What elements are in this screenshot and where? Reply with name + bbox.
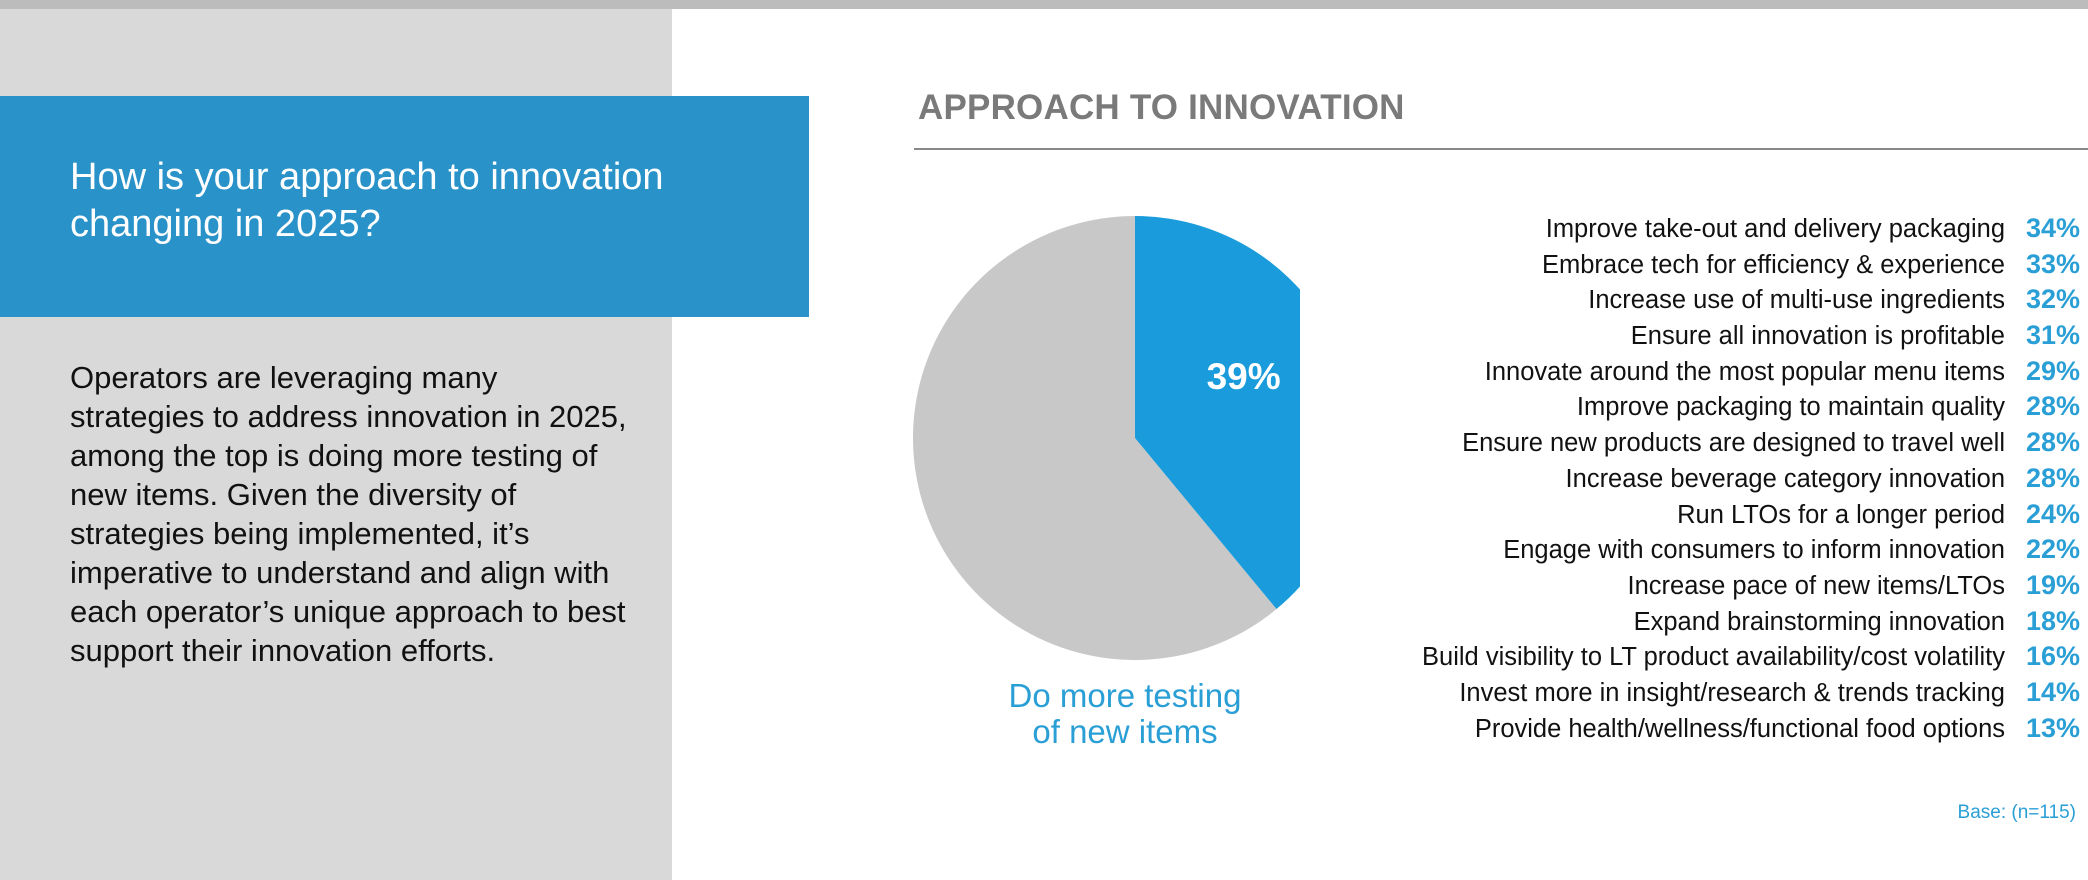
strategy-label: Expand brainstorming innovation [1633, 607, 2005, 636]
strategy-value: 33% [2025, 248, 2080, 279]
strategy-row: Ensure all innovation is profitable 31% [1200, 320, 2080, 356]
base-note: Base: (n=115) [1957, 802, 2076, 823]
strategy-value: 29% [2025, 355, 2080, 386]
strategy-value: 31% [2025, 320, 2080, 351]
strategy-row: Provide health/wellness/functional food … [1200, 713, 2080, 749]
strategy-row: Improve take-out and delivery packaging 3… [1200, 213, 2080, 249]
strategy-label: Increase pace of new items/LTOs [1627, 571, 2005, 600]
strategy-value: 28% [2025, 391, 2080, 422]
strategy-row: Innovate around the most popular menu it… [1200, 356, 2080, 392]
strategy-row: Embrace tech for efficiency & experience… [1200, 249, 2080, 285]
strategy-row: Expand brainstorming innovation 18% [1200, 606, 2080, 642]
strategy-row: Engage with consumers to inform innovati… [1200, 534, 2080, 570]
strategy-value: 34% [2025, 213, 2080, 243]
pie-slice-testing [1135, 216, 1300, 610]
strategy-label: Engage with consumers to inform innovati… [1503, 536, 2005, 565]
strategy-row: Ensure new products are designed to trav… [1200, 427, 2080, 463]
strategy-row: Increase beverage category innovation 28% [1200, 463, 2080, 499]
strategy-value: 18% [2025, 605, 2080, 636]
strategy-value: 13% [2025, 712, 2080, 743]
title-divider [914, 148, 2088, 150]
question-box: How is your approach to innovation chang… [0, 96, 809, 317]
strategy-label: Provide health/wellness/functional food … [1474, 714, 2005, 743]
strategy-label: Invest more in insight/research & trends… [1459, 678, 2005, 707]
strategy-label: Build visibility to LT product availabil… [1422, 643, 2005, 672]
pie-caption-line-2: of new items [1032, 713, 1218, 750]
pie-slice-other [913, 216, 1277, 660]
strategy-row: Invest more in insight/research & trends… [1200, 677, 2080, 713]
pie-caption: Do more testing of new items [930, 678, 1320, 750]
strategy-row: Improve packaging to maintain quality 28% [1200, 391, 2080, 427]
strategy-row: Run LTOs for a longer period 24% [1200, 499, 2080, 535]
pie-chart: 39% [913, 216, 1300, 660]
strategy-value: 14% [2025, 676, 2080, 707]
chart-title: APPROACH TO INNOVATION [918, 88, 1405, 127]
strategy-value: 19% [2025, 569, 2080, 600]
strategy-row: Build visibility to LT product availabil… [1200, 641, 2080, 677]
strategy-label: Improve take-out and delivery packaging [1545, 215, 2005, 243]
strategy-list: Improve take-out and delivery packaging 3… [1200, 213, 2080, 748]
strategy-label: Increase beverage category innovation [1565, 464, 2005, 493]
strategy-label: Ensure all innovation is profitable [1630, 322, 2005, 351]
strategy-value: 28% [2025, 462, 2080, 493]
strategy-row: Increase use of multi-use ingredients 32% [1200, 284, 2080, 320]
strategy-label: Run LTOs for a longer period [1677, 500, 2005, 529]
strategy-label: Ensure new products are designed to trav… [1462, 429, 2005, 458]
strategy-value: 32% [2025, 284, 2080, 315]
pie-slice-testing-value: 39% [1207, 356, 1281, 397]
top-strip [0, 0, 2088, 9]
strategy-value: 28% [2025, 427, 2080, 458]
strategy-label: Improve packaging to maintain quality [1576, 393, 2005, 422]
strategy-label: Increase use of multi-use ingredients [1588, 286, 2005, 315]
strategy-label: Innovate around the most popular menu it… [1484, 357, 2005, 386]
strategy-value: 24% [2025, 498, 2080, 529]
pie-caption-line-1: Do more testing [1008, 677, 1242, 714]
strategy-value: 22% [2025, 534, 2080, 565]
summary-paragraph: Operators are leveraging many strategies… [70, 360, 627, 668]
question-heading: How is your approach to innovation chang… [70, 156, 664, 245]
strategy-row: Increase pace of new items/LTOs 19% [1200, 570, 2080, 606]
strategy-label: Embrace tech for efficiency & experience [1541, 250, 2005, 279]
strategy-value: 16% [2025, 641, 2080, 672]
